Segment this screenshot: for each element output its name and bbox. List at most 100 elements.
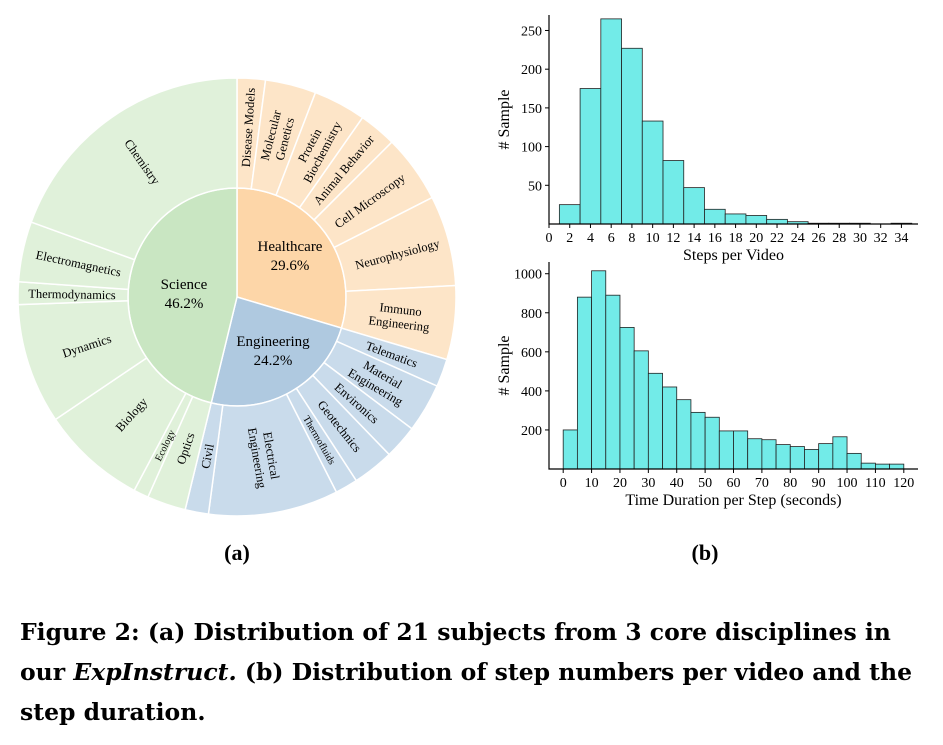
- histogram-bar: [591, 270, 607, 470]
- x-tick-label: 50: [698, 476, 712, 491]
- histogram-bar: [605, 294, 621, 470]
- x-tick-label: 100: [837, 476, 858, 491]
- histogram-bar: [662, 160, 685, 225]
- sunburst-chart: Disease Models MolecularGeneticsProteinBi…: [17, 77, 457, 517]
- histogram-bar: [860, 462, 876, 470]
- x-tick-label: 120: [893, 476, 914, 491]
- histogram-bar: [690, 411, 706, 470]
- x-tick-label: 24: [791, 231, 805, 246]
- x-tick-label: 4: [587, 231, 594, 246]
- histogram-bar: [718, 430, 734, 470]
- histogram-bar: [724, 213, 747, 225]
- caption-italic: ExpInstruct.: [73, 658, 237, 686]
- x-tick-label: 0: [546, 231, 553, 246]
- histogram-bar: [889, 463, 905, 470]
- y-tick-label: 800: [521, 307, 542, 322]
- x-tick-label: 2: [566, 231, 573, 246]
- x-tick-label: 40: [670, 476, 684, 491]
- panel-label-a: (a): [224, 540, 250, 565]
- y-axis-label: # Sample: [496, 90, 513, 150]
- x-tick-label: 80: [783, 476, 797, 491]
- y-tick-label: 1000: [514, 268, 542, 283]
- caption-suffix: (b) Distribution of step numbers per vid…: [20, 658, 913, 726]
- histogram-bar: [558, 204, 581, 225]
- x-tick-label: 10: [646, 231, 660, 246]
- histogram-bar: [733, 430, 749, 470]
- x-tick-label: 8: [628, 231, 635, 246]
- x-tick-label: 20: [749, 231, 763, 246]
- x-tick-label: 0: [560, 476, 567, 491]
- histogram-steps-per-video: 0 2 4 6 8 10 12 14 16 18 20 22 24 26 28 30 32 34501001502…: [496, 15, 918, 264]
- y-tick-label: 50: [528, 179, 542, 194]
- histogram-bar: [600, 18, 622, 225]
- histogram-bar: [704, 208, 726, 225]
- histogram-step-duration: 0 10 20 30 40 50 60 70 80 90 100 110 120 200 400 600 800…: [496, 262, 918, 509]
- histogram-bar: [562, 429, 578, 470]
- histogram-bar: [647, 372, 663, 470]
- histogram-bar: [662, 386, 678, 470]
- y-tick-label: 250: [521, 24, 542, 39]
- histogram-bar: [683, 187, 705, 225]
- y-tick-label: 200: [521, 63, 542, 78]
- x-tick-label: 60: [727, 476, 741, 491]
- x-tick-label: 90: [812, 476, 826, 491]
- x-tick-label: 22: [770, 231, 784, 246]
- x-tick-label: 110: [865, 476, 885, 491]
- y-tick-label: 100: [521, 141, 542, 156]
- caption-prefix: Figure 2: (a) Distribution of 21 subject…: [20, 618, 891, 686]
- x-tick-label: 18: [729, 231, 743, 246]
- y-axis-label: # Sample: [496, 336, 513, 396]
- inner-value-science: 46.2%: [165, 296, 204, 312]
- histogram-bar: [775, 444, 791, 470]
- inner-value-healthcare: 29.6%: [271, 258, 310, 274]
- histogram-bar: [761, 439, 777, 470]
- histogram-bar: [846, 452, 862, 470]
- x-tick-label: 26: [811, 231, 825, 246]
- x-tick-label: 34: [894, 231, 908, 246]
- y-tick-label: 400: [521, 385, 542, 400]
- histogram-bar: [745, 215, 768, 225]
- histogram-bar: [789, 446, 805, 470]
- y-tick-label: 600: [521, 346, 542, 361]
- figure-caption: Figure 2: (a) Distribution of 21 subject…: [20, 612, 935, 732]
- x-tick-label: 12: [666, 231, 680, 246]
- x-tick-label: 32: [874, 231, 888, 246]
- histogram-bar: [832, 436, 848, 470]
- x-tick-label: 20: [613, 476, 627, 491]
- histogram-bar: [633, 350, 649, 470]
- outer-label-civil: Civil: [198, 442, 216, 470]
- x-tick-label: 30: [853, 231, 867, 246]
- x-tick-label: 16: [708, 231, 722, 246]
- histogram-bar: [818, 443, 834, 470]
- x-axis-label: Steps per Video: [683, 247, 784, 264]
- x-axis-label: Time Duration per Step (seconds): [625, 492, 841, 509]
- histogram-bar: [875, 463, 891, 470]
- x-tick-label: 10: [585, 476, 599, 491]
- x-tick-label: 14: [687, 231, 701, 246]
- x-tick-label: 28: [832, 231, 846, 246]
- histogram-bar: [704, 416, 720, 470]
- outer-segment-chemistry: [30, 77, 238, 261]
- y-tick-label: 150: [521, 102, 542, 117]
- figure: Disease Models MolecularGeneticsProteinBi…: [17, 15, 918, 565]
- outer-label-disease-models: Disease Models: [239, 87, 258, 167]
- outer-label-thermodynamics: Thermodynamics: [28, 287, 116, 303]
- inner-value-engineering: 24.2%: [254, 353, 293, 369]
- inner-label-engineering: Engineering: [236, 334, 310, 350]
- histogram-bar: [747, 438, 763, 470]
- histogram-bar: [619, 327, 635, 470]
- histogram-bar: [621, 47, 643, 225]
- x-tick-label: 30: [641, 476, 655, 491]
- panel-label-b: (b): [692, 540, 719, 565]
- histogram-bar: [576, 296, 592, 470]
- histogram-bar: [641, 120, 664, 225]
- inner-label-science: Science: [161, 277, 208, 293]
- histogram-bar: [766, 218, 788, 225]
- x-tick-label: 6: [608, 231, 615, 246]
- inner-label-healthcare: Healthcare: [258, 239, 323, 255]
- axes: [548, 262, 918, 470]
- histogram-bar: [579, 88, 602, 225]
- histogram-bar: [804, 449, 820, 470]
- histogram-bar: [676, 399, 692, 470]
- y-tick-label: 200: [521, 424, 542, 439]
